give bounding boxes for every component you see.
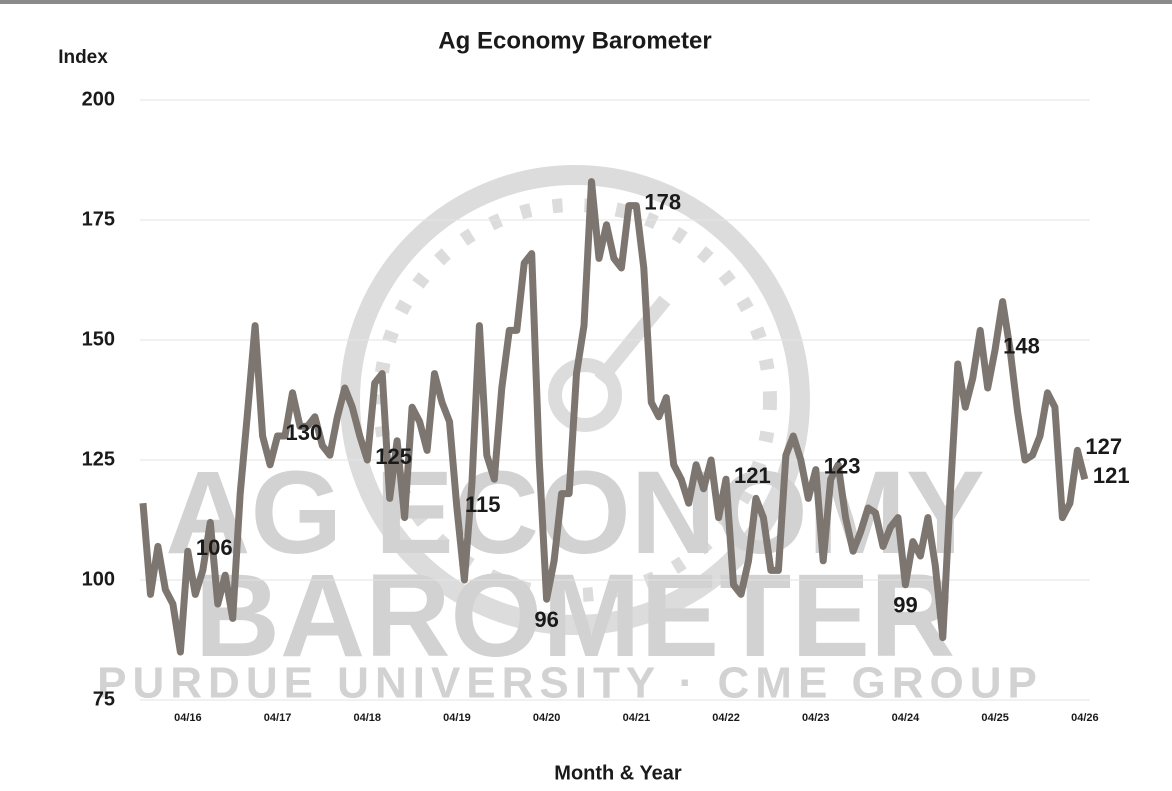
y-tick-label: 175 xyxy=(82,208,115,230)
y-tick-label: 200 xyxy=(82,88,115,110)
x-tick-label: 04/18 xyxy=(353,712,381,724)
data-line xyxy=(139,178,1089,656)
x-tick-label: 04/22 xyxy=(712,712,740,724)
data-label: 115 xyxy=(465,492,501,517)
y-axis-label: Index xyxy=(58,47,108,68)
x-tick-label: 04/19 xyxy=(443,712,471,724)
data-label: 121 xyxy=(734,463,771,488)
data-label: 125 xyxy=(375,444,412,469)
data-label: 96 xyxy=(534,607,558,632)
data-label: 121 xyxy=(1093,463,1130,488)
watermark-text: PURDUE UNIVERSITY · CME GROUP xyxy=(97,659,1043,708)
data-label: 130 xyxy=(286,420,323,445)
chart-title: Ag Economy Barometer xyxy=(438,27,711,54)
data-label: 127 xyxy=(1085,434,1122,459)
x-tick-label: 04/23 xyxy=(802,712,830,724)
data-label: 178 xyxy=(644,189,681,214)
watermark-text: BAROMETER xyxy=(195,550,955,682)
x-tick-label: 04/24 xyxy=(892,712,920,724)
x-tick-label: 04/17 xyxy=(264,712,292,724)
y-tick-label: 150 xyxy=(82,328,115,350)
y-tick-label: 125 xyxy=(82,448,115,470)
x-tick-label: 04/16 xyxy=(174,712,202,724)
y-tick-label: 100 xyxy=(82,568,115,590)
x-tick-label: 04/20 xyxy=(533,712,561,724)
data-label: 123 xyxy=(824,453,861,478)
y-tick-label: 75 xyxy=(93,688,115,710)
data-label: 148 xyxy=(1003,333,1040,358)
data-label: 106 xyxy=(196,535,233,560)
data-label: 99 xyxy=(893,593,917,618)
x-tick-label: 04/26 xyxy=(1071,712,1099,724)
x-tick-label: 04/25 xyxy=(981,712,1009,724)
x-axis-label: Month & Year xyxy=(554,762,682,784)
x-tick-label: 04/21 xyxy=(623,712,651,724)
